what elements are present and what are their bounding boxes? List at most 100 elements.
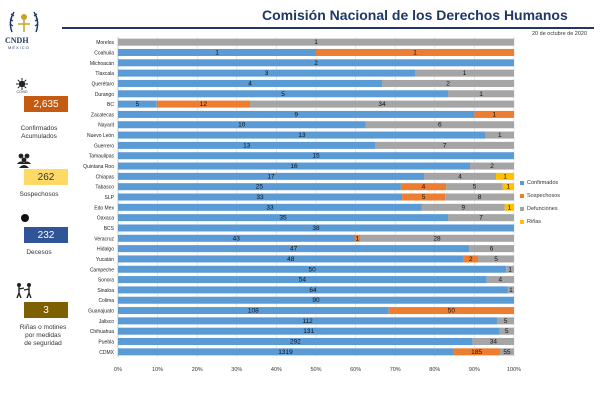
category-label: SLP [105, 195, 115, 201]
chart-legend: Confirmados Sospechosos Defunciones Riña… [520, 176, 560, 228]
bar-segment [118, 162, 470, 170]
bar-segment [118, 59, 514, 67]
page-title: Comisión Nacional de los Derechos Humano… [262, 7, 568, 23]
legend-item-defunciones: Defunciones [520, 202, 560, 215]
data-label: 64 [309, 287, 317, 294]
data-label: 1 [507, 184, 511, 191]
data-label: 5 [422, 194, 426, 201]
bar-segment [496, 172, 514, 180]
bar-segment [118, 327, 500, 335]
category-label: Morelos [96, 40, 114, 46]
bar-segment [448, 90, 514, 98]
data-label: 5 [505, 328, 509, 335]
bar-segment [118, 193, 403, 201]
bar-segment [486, 276, 514, 284]
category-label: Puebla [98, 340, 114, 346]
header-divider [62, 27, 594, 29]
data-label: 13 [298, 132, 306, 139]
confirmed-count-value: 2,635 [33, 98, 59, 110]
bar-segment [485, 131, 514, 139]
x-tick-label: 70% [390, 367, 401, 373]
data-label: 34 [378, 101, 386, 108]
bar-segment [118, 90, 448, 98]
x-tick-label: 90% [469, 367, 480, 373]
data-label: 7 [479, 215, 483, 222]
category-label: Colima [98, 298, 114, 304]
data-label: 1 [503, 173, 507, 180]
data-label: 185 [471, 349, 482, 356]
data-label: 1319 [278, 349, 293, 356]
riots-count-badge: 3 [24, 302, 68, 318]
bar-segment [118, 121, 366, 129]
data-label: 5 [494, 256, 498, 263]
riots-count-value: 3 [43, 304, 49, 316]
deaths-count-value: 232 [37, 229, 55, 241]
data-label: 9 [462, 204, 466, 211]
legend-item-sospechosos: Sospechosos [520, 189, 560, 202]
legend-swatch [520, 180, 524, 185]
bar-segment [506, 265, 514, 273]
bar-segment [118, 69, 415, 77]
bar-segment [118, 172, 424, 180]
bar-segment [118, 141, 376, 149]
bar-segment [469, 245, 514, 253]
data-label: 54 [299, 277, 307, 284]
chart-x-ticks: 0% 10% 20% 30% 40% 50% 60% 70% 80% 90% 100% [114, 367, 521, 373]
category-label: Durango [95, 92, 114, 98]
bar-segment [445, 193, 514, 201]
x-tick-label: 50% [310, 367, 321, 373]
org-sub-name: MÉXICO [8, 45, 30, 50]
category-label: Nuevo León [87, 133, 114, 139]
category-label: Chihuahua [90, 329, 114, 335]
data-label: 112 [302, 318, 313, 325]
bar-segment [118, 131, 486, 139]
data-label: 292 [290, 339, 301, 346]
bar-segment [507, 286, 514, 294]
confirmed-count-badge: 2,635 [24, 96, 68, 112]
report-date: 20 de octubre de 2020 [532, 31, 588, 37]
x-tick-label: 40% [271, 367, 282, 373]
data-label: 1 [215, 49, 219, 56]
bar-segment [118, 296, 514, 304]
bar-segment [118, 255, 464, 263]
category-label: Guanajuato [88, 309, 114, 315]
category-label: Campeche [90, 267, 114, 273]
bar-segment [474, 110, 514, 118]
data-label: 5 [281, 91, 285, 98]
data-label: 28 [433, 235, 441, 242]
category-label: BC [107, 102, 114, 108]
covid-icon-label: COVID [16, 90, 28, 94]
data-label: 10 [238, 122, 246, 129]
virus-icon [16, 78, 28, 90]
data-label: 8 [478, 194, 482, 201]
bar-segment [478, 255, 514, 263]
bar-segment [156, 100, 250, 108]
deaths-count-badge: 232 [24, 227, 68, 243]
data-label: 131 [303, 328, 314, 335]
data-label: 6 [438, 122, 442, 129]
bar-segment [504, 203, 514, 211]
data-label: 1 [355, 235, 359, 242]
category-label: Michoacán [90, 61, 114, 67]
bar-segment [453, 348, 501, 356]
data-label: 1 [413, 49, 417, 56]
bar-segment [118, 48, 316, 56]
data-label: 47 [290, 246, 298, 253]
data-label: 3 [265, 70, 269, 77]
riots-label: Riñas o motines por medidas de seguridad [19, 324, 67, 347]
bar-segment [118, 224, 514, 232]
bar-segment [118, 100, 157, 108]
bar-segment [118, 286, 508, 294]
bar-segment [472, 338, 514, 346]
data-label: 13 [243, 142, 251, 149]
bar-segment [118, 183, 401, 191]
x-tick-label: 10% [152, 367, 163, 373]
data-label: 1 [463, 70, 467, 77]
bar-segment [118, 110, 475, 118]
bar-segment [118, 79, 382, 87]
category-label: Nayarit [98, 123, 114, 129]
suspected-count-badge: 262 [24, 169, 68, 185]
bar-segment [118, 317, 498, 325]
data-label: 16 [290, 163, 298, 170]
data-label: 7 [443, 142, 447, 149]
